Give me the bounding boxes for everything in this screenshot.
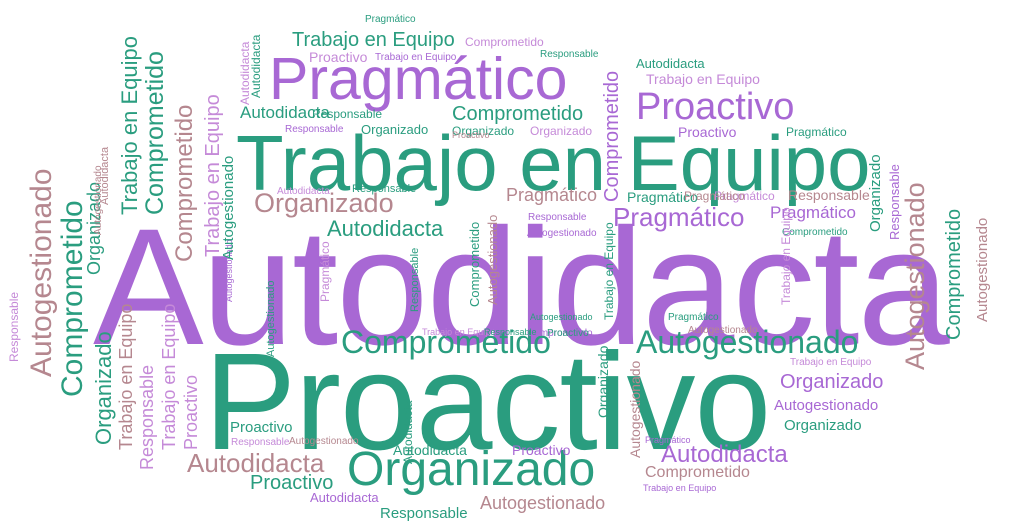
word-autogestionado-bottom: Autogestionado — [480, 493, 606, 513]
word-organizado-small-2: Organizado — [530, 124, 593, 138]
word-autogestionado-vertical-center: Trabajo en Equipo — [602, 222, 616, 320]
word-organizado-right-small: Organizado — [784, 417, 862, 434]
word-proactivo-small-5: Proactivo — [512, 442, 571, 458]
word-autodidacta-vertical-2: Responsable — [409, 247, 421, 312]
word-responsable-vertical-center: Autogestionado — [485, 214, 500, 305]
word-autogestionado-large: Autogestionado — [636, 324, 859, 360]
word-autogestionado-small-1: Autogestionado — [289, 436, 359, 447]
word-proactivo-small-6: Proactivo — [547, 328, 589, 339]
word-autodidacta-small-2: Autodidacta — [240, 103, 330, 122]
word-responsable-small-3: Responsable — [231, 437, 290, 448]
word-autogestionado-right: Autogestionado — [774, 397, 879, 414]
word-pragmatico-small-6: Pragmático — [365, 14, 416, 25]
word-proactivo-vertical-top: Trabajo en Equipo — [117, 36, 142, 215]
word-autogestionado-small-2: Autogestionado — [527, 228, 597, 239]
word-pragmatico-small-3: Pragmático — [627, 189, 698, 205]
word-trabajo-small-2: Trabajo en Equipo — [790, 357, 872, 368]
word-responsable-vertical-2: Comprometido — [171, 104, 198, 262]
word-responsable-vertical-right: Autogestionado — [900, 182, 930, 370]
word-autodidacta-vertical-5: Trabajo en Equipo — [779, 207, 793, 305]
word-proactivo-small-1: Proactivo — [250, 472, 334, 494]
word-trabajo-small-4: Trabajo en Equipo — [375, 52, 457, 63]
word-comprometido-small-2: Comprometido — [782, 227, 848, 238]
word-pragmatico-small-8: Pragmático — [668, 312, 719, 323]
word-autodidacta-vertical-3: Autogestionado — [627, 360, 643, 458]
word-autogestionado-small-3: Autogestionado — [688, 325, 758, 336]
word-pragmatico-vertical-4: Autodidacta — [238, 41, 252, 105]
word-proactivo-small-7: Proactivo — [452, 130, 490, 140]
word-proactivo-large: Proactivo — [636, 86, 795, 128]
word-responsable-small-2: Responsable — [540, 49, 599, 60]
word-responsable-small-4: Responsable — [312, 107, 383, 121]
word-organizado-large: Organizado — [347, 443, 596, 496]
word-autogestionado-vertical-1: Responsable — [137, 364, 157, 470]
word-autodidacta-medium: Autodidacta — [327, 216, 444, 241]
word-pragmatico-medium: Pragmático — [613, 202, 745, 232]
word-pragmatico-small-4: Pragmático — [786, 125, 847, 139]
word-pragmatico-vertical-right: Comprometido — [943, 208, 965, 340]
word-trabajo-small-5: Trabajo en Equipo — [643, 483, 717, 493]
word-proactivo-small-3: Proactivo — [309, 49, 368, 65]
word-proactivo-vertical-left: Organizado — [91, 331, 116, 445]
word-pragmatico-vertical-left: Proactivo — [181, 374, 201, 450]
word-pragmatico-small-7: Pragmático — [684, 189, 745, 203]
word-autodidacta-bottom-left: Autodidacta — [187, 448, 325, 478]
word-proactivo-vertical-2: Comprometido — [141, 51, 169, 215]
word-trabajo-en-equipo-main: Trabajo en Equipo — [236, 119, 871, 207]
word-trabajo-small-3: Trabajo en Equipo — [422, 327, 496, 337]
word-trabajo-small-1: Trabajo en Equipo — [646, 71, 760, 87]
word-autogestionado-vertical-3: Autogestionado — [265, 280, 277, 357]
word-autodidacta-small-5: Autodidacta — [310, 490, 379, 505]
word-responsable-small-5: Responsable — [528, 212, 587, 223]
word-organizado-vertical-center: Comprometido — [467, 221, 482, 307]
word-comprometido-top: Comprometido — [452, 103, 584, 125]
word-pragmatico-small-1: Pragmático — [506, 185, 598, 205]
word-pragmatico-main: Pragmático — [269, 46, 568, 112]
word-autogestionado-vertical-4: Autodidacta — [401, 400, 415, 464]
word-pragmatico-vertical-right-3: Responsable — [887, 164, 902, 240]
word-autodidacta-vertical-4: Pragmático — [318, 241, 332, 302]
word-responsable-small-1: Responsable — [788, 187, 870, 203]
word-trabajo-vertical-edge: Responsable — [7, 291, 21, 362]
word-comprometido-small-3: Comprometido — [527, 328, 593, 339]
word-autogestionado-vertical-2: Organizado — [595, 345, 611, 418]
word-proactivo-main: Proactivo — [204, 325, 771, 479]
word-autodidacta-small-4: Autodidacta — [277, 186, 330, 197]
word-organizado-small-1: Organizado — [361, 122, 429, 137]
word-comprometido-large: Comprometido — [341, 324, 551, 360]
word-responsable-small-8: Responsable — [285, 124, 344, 135]
word-organizado-vertical-left: Trabajo en Equipo — [116, 303, 136, 450]
word-autodidacta-main: Autodidacta — [93, 195, 950, 380]
word-pragmatico-small-2: Pragmático — [770, 203, 856, 222]
word-autogestionado-small-4: Autogestionado — [530, 312, 593, 322]
word-comprometido-vertical-2: Trabajo en Equipo — [159, 303, 179, 450]
word-responsable-bottom: Responsable — [380, 505, 468, 522]
word-responsable-vertical-edge: Autogestionado — [93, 165, 104, 235]
word-proactivo-small-2: Proactivo — [678, 124, 737, 140]
word-responsable-small-6: Responsable — [352, 183, 417, 195]
word-autodidacta-small-3: Autodidacta — [393, 442, 467, 458]
word-organizado-small-3: Organizado — [452, 124, 515, 138]
word-proactivo-small-4: Proactivo — [230, 419, 293, 436]
word-comprometido-bottom: Comprometido — [645, 464, 750, 481]
word-autodidacta-vertical: Autogestionado — [25, 168, 58, 377]
word-autodidacta-small-1: Autodidacta — [636, 56, 705, 71]
word-comprometido-vertical-center: Comprometido — [601, 70, 623, 202]
word-responsable-small-7: Responsable — [484, 327, 537, 337]
word-comprometido-small-1: Comprometido — [465, 35, 544, 49]
word-pragmatico-small-9: Pragmático — [645, 435, 691, 445]
word-pragmatico-vertical-right-2: Autogestionado — [974, 217, 991, 322]
word-organizado-right: Organizado — [780, 371, 884, 393]
word-responsable-vertical-right-2: Organizado — [867, 154, 884, 232]
word-pragmatico-small-5: Pragmático — [714, 189, 775, 203]
word-trabajo-top: Trabajo en Equipo — [292, 29, 455, 51]
word-autodidacta-bottom-right: Autodidacta — [661, 441, 788, 468]
word-organizado-medium: Organizado — [254, 188, 394, 218]
word-autogestionado-vertical-top: Autogestionado — [220, 155, 237, 260]
